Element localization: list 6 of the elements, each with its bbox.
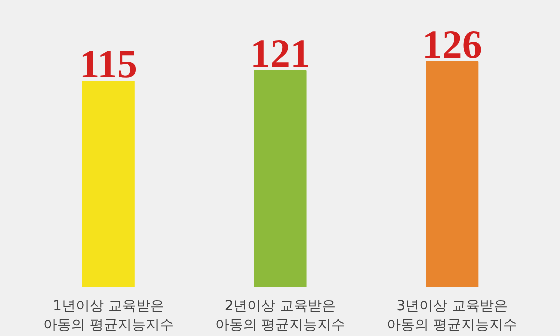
data-label: 126 [422, 22, 482, 67]
data-label: 115 [80, 42, 138, 87]
x-tick-label: 3년이상 교육받은 아동의 평균지능지수 [387, 298, 518, 334]
x-tick-label: 2년이상 교육받은 아동의 평균지능지수 [215, 298, 346, 334]
x-tick-label: 1년이상 교육받은 아동의 평균지능지수 [43, 298, 174, 334]
data-label: 121 [250, 30, 310, 76]
